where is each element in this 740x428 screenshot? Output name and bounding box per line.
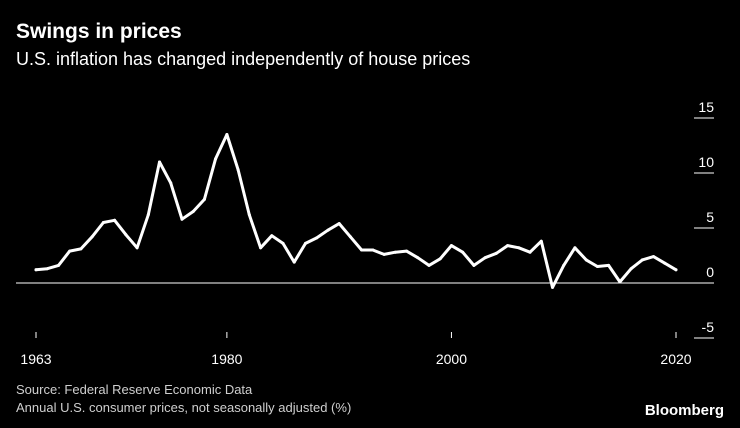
data-point (326, 228, 330, 232)
data-point (607, 263, 611, 267)
data-point (528, 250, 532, 254)
data-point (618, 280, 622, 284)
data-point (146, 213, 150, 217)
data-point (494, 251, 498, 255)
data-point (124, 233, 128, 237)
data-point (506, 244, 510, 248)
data-point (79, 247, 83, 251)
grid-layer (16, 117, 714, 339)
data-point (303, 241, 307, 245)
x-tick-label: 2020 (660, 351, 691, 367)
y-tick-label: 5 (706, 209, 714, 225)
x-tick-label: 2000 (436, 351, 467, 367)
y-tick-label: -5 (702, 319, 715, 335)
data-point (461, 250, 465, 254)
x-tick-label: 1963 (20, 351, 51, 367)
data-point (214, 157, 218, 161)
y-tick-label: 10 (698, 154, 714, 170)
data-point (135, 246, 139, 250)
data-point (236, 168, 240, 172)
chart-footnote: Source: Federal Reserve Economic Data An… (16, 381, 351, 417)
data-point (640, 258, 644, 262)
data-point (169, 181, 173, 185)
data-point (438, 257, 442, 261)
data-point (225, 133, 229, 136)
data-point (393, 250, 397, 254)
data-point (595, 265, 599, 268)
chart-title: Swings in prices (16, 20, 182, 43)
data-point (674, 268, 678, 272)
data-point (56, 263, 60, 267)
data-point (101, 221, 105, 224)
data-point (45, 267, 49, 271)
data-point (427, 263, 431, 267)
data-point (348, 235, 352, 239)
data-point (158, 160, 162, 164)
data-point (270, 234, 274, 238)
data-point (472, 263, 476, 267)
x-axis-ticks: 1963 1980 2000 2020 (20, 332, 692, 367)
data-point (405, 249, 409, 253)
data-point (90, 235, 94, 239)
data-point (113, 218, 117, 222)
data-point (315, 236, 319, 240)
data-point (483, 256, 487, 260)
inflation-series-line (34, 133, 678, 289)
data-point (259, 246, 263, 250)
data-point (449, 244, 453, 248)
y-tick-label: 0 (706, 264, 714, 280)
y-tick-label: 15 (698, 99, 714, 115)
data-point (360, 248, 364, 252)
data-point (180, 217, 184, 221)
data-point (292, 260, 296, 264)
data-point (371, 248, 375, 252)
data-point (34, 268, 38, 272)
data-point (68, 249, 72, 253)
unit-note: Annual U.S. consumer prices, not seasona… (16, 400, 352, 415)
source-text: Source: Federal Reserve Economic Data (16, 382, 253, 397)
data-point (539, 239, 543, 243)
series-layer (34, 133, 678, 289)
data-point (337, 222, 341, 226)
data-point (652, 255, 656, 259)
data-point (629, 267, 633, 271)
x-tick-label: 1980 (211, 351, 242, 367)
y-axis-ticks: 15 10 5 0 -5 (698, 99, 714, 335)
data-point (517, 246, 521, 250)
data-point (573, 246, 577, 250)
data-point (584, 258, 588, 262)
data-point (550, 285, 554, 289)
data-point (382, 252, 386, 256)
chart-subtitle: U.S. inflation has changed independently… (16, 49, 471, 69)
data-point (202, 197, 206, 201)
data-point (247, 213, 251, 217)
data-point (562, 263, 566, 267)
data-point (416, 256, 420, 260)
data-point (281, 241, 285, 245)
data-point (663, 261, 667, 265)
data-point (191, 210, 195, 213)
bloomberg-logo: Bloomberg (644, 402, 724, 419)
